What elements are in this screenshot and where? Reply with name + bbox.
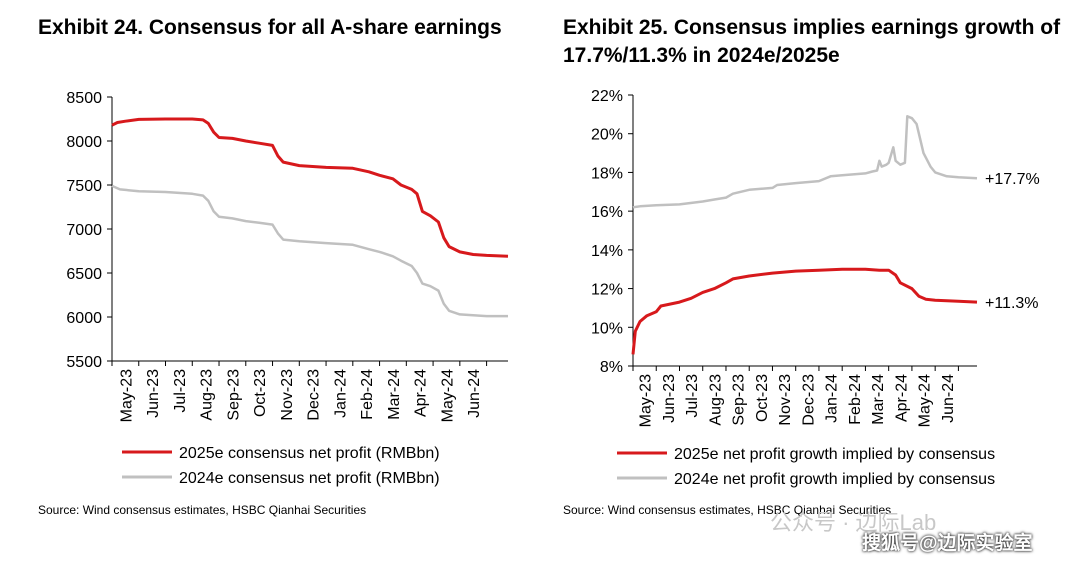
ex25-x-tick-label: Dec-23 (800, 374, 817, 426)
ex24-series-line-2024e (111, 184, 508, 318)
ex25-x-tick-label: May-23 (638, 374, 655, 427)
ex25-series-line-2024e (632, 115, 978, 209)
ex25-legend-label-2025e: 2025e net profit growth implied by conse… (674, 446, 995, 463)
ex25-x-tick-label: Jun-24 (940, 374, 957, 423)
ex24-x-tick-label: Jun-23 (145, 369, 162, 418)
watermark-line2: 搜狐号@边际实验室 (862, 533, 1033, 554)
ex25-x-tick-label: Jun-23 (661, 374, 678, 423)
ex25-series-line-2025e (631, 267, 978, 355)
ex24-x-tick-label: Jun-24 (466, 369, 483, 418)
ex24-x-tick-label: Feb-24 (359, 369, 376, 420)
exhibit24-title: Exhibit 24. Consensus for all A-share ea… (38, 16, 502, 39)
ex25-x-tick-label: Feb-24 (847, 374, 864, 425)
ex24-series-line-2025e (111, 117, 509, 258)
ex25-x-tick-label: May-24 (917, 374, 934, 427)
watermark-line1: 公众号 · 边际Lab (770, 510, 937, 535)
ex24-x-tick-label: May-23 (118, 369, 135, 422)
ex25-y-tick-label: 16% (591, 204, 623, 221)
ex24-x-tick-label: Mar-24 (386, 369, 403, 420)
ex25-x-tick-label: Oct-23 (754, 374, 771, 422)
exhibit25-title: Exhibit 25. Consensus implies earnings g… (563, 16, 1061, 67)
exhibit25-source: Source: Wind consensus estimates, HSBC Q… (563, 503, 892, 517)
exhibit24-source: Source: Wind consensus estimates, HSBC Q… (38, 503, 367, 517)
ex24-y-tick-label: 8500 (66, 90, 102, 107)
ex25-y-tick-label: 18% (591, 165, 623, 182)
ex24-x-tick-label: May-24 (439, 369, 456, 422)
ex25-x-tick-label: Jul-23 (684, 374, 701, 418)
ex25-x-tick-label: Mar-24 (870, 374, 887, 425)
ex24-x-tick-label: Jul-23 (172, 369, 189, 413)
ex25-x-tick-label: Nov-23 (777, 374, 794, 426)
ex25-y-tick-label: 8% (600, 359, 623, 376)
ex25-y-tick-label: 14% (591, 243, 623, 260)
ex24-x-tick-label: Aug-23 (199, 369, 216, 421)
ex24-x-tick-label: Sep-23 (225, 369, 242, 421)
ex24-y-tick-label: 6000 (66, 310, 102, 327)
ex25-x-tick-label: Aug-23 (707, 374, 724, 426)
ex24-x-tick-label: Apr-24 (413, 369, 430, 417)
ex24-y-tick-label: 7000 (66, 222, 102, 239)
ex25-x-tick-label: Sep-23 (731, 374, 748, 426)
ex24-x-tick-label: Jan-24 (332, 369, 349, 418)
ex24-y-tick-label: 6500 (66, 266, 102, 283)
ex24-y-tick-label: 8000 (66, 134, 102, 151)
ex24-x-tick-label: Oct-23 (252, 369, 269, 417)
ex25-y-tick-label: 10% (591, 320, 623, 337)
ex25-x-tick-label: Jan-24 (824, 374, 841, 423)
ex24-y-tick-label: 5500 (66, 354, 102, 371)
ex25-y-tick-label: 12% (591, 282, 623, 299)
ex24-x-tick-label: Dec-23 (306, 369, 323, 421)
ex24-x-tick-label: Nov-23 (279, 369, 296, 421)
ex25-end-label-2025e: +11.3% (985, 295, 1039, 312)
exhibit25-chart: 8% 10% 12% 14% 16% 18% 20% 22% May-23 Jun-23 Jul-2… (591, 88, 1040, 488)
ex25-legend-label-2024e: 2024e net profit growth implied by conse… (674, 471, 995, 488)
ex25-y-tick-label: 20% (591, 127, 623, 144)
ex25-y-tick-label: 22% (591, 88, 623, 105)
exhibit24-chart: 5500 6000 6500 7000 7500 8000 8500 May-23 Jun-23… (66, 90, 509, 487)
ex24-y-tick-label: 7500 (66, 178, 102, 195)
ex24-legend-label-2024e: 2024e consensus net profit (RMBbn) (179, 470, 440, 487)
ex25-end-label-2024e: +17.7% (985, 171, 1040, 188)
ex25-x-tick-label: Apr-24 (893, 374, 910, 422)
ex24-legend-label-2025e: 2025e consensus net profit (RMBbn) (179, 445, 440, 462)
